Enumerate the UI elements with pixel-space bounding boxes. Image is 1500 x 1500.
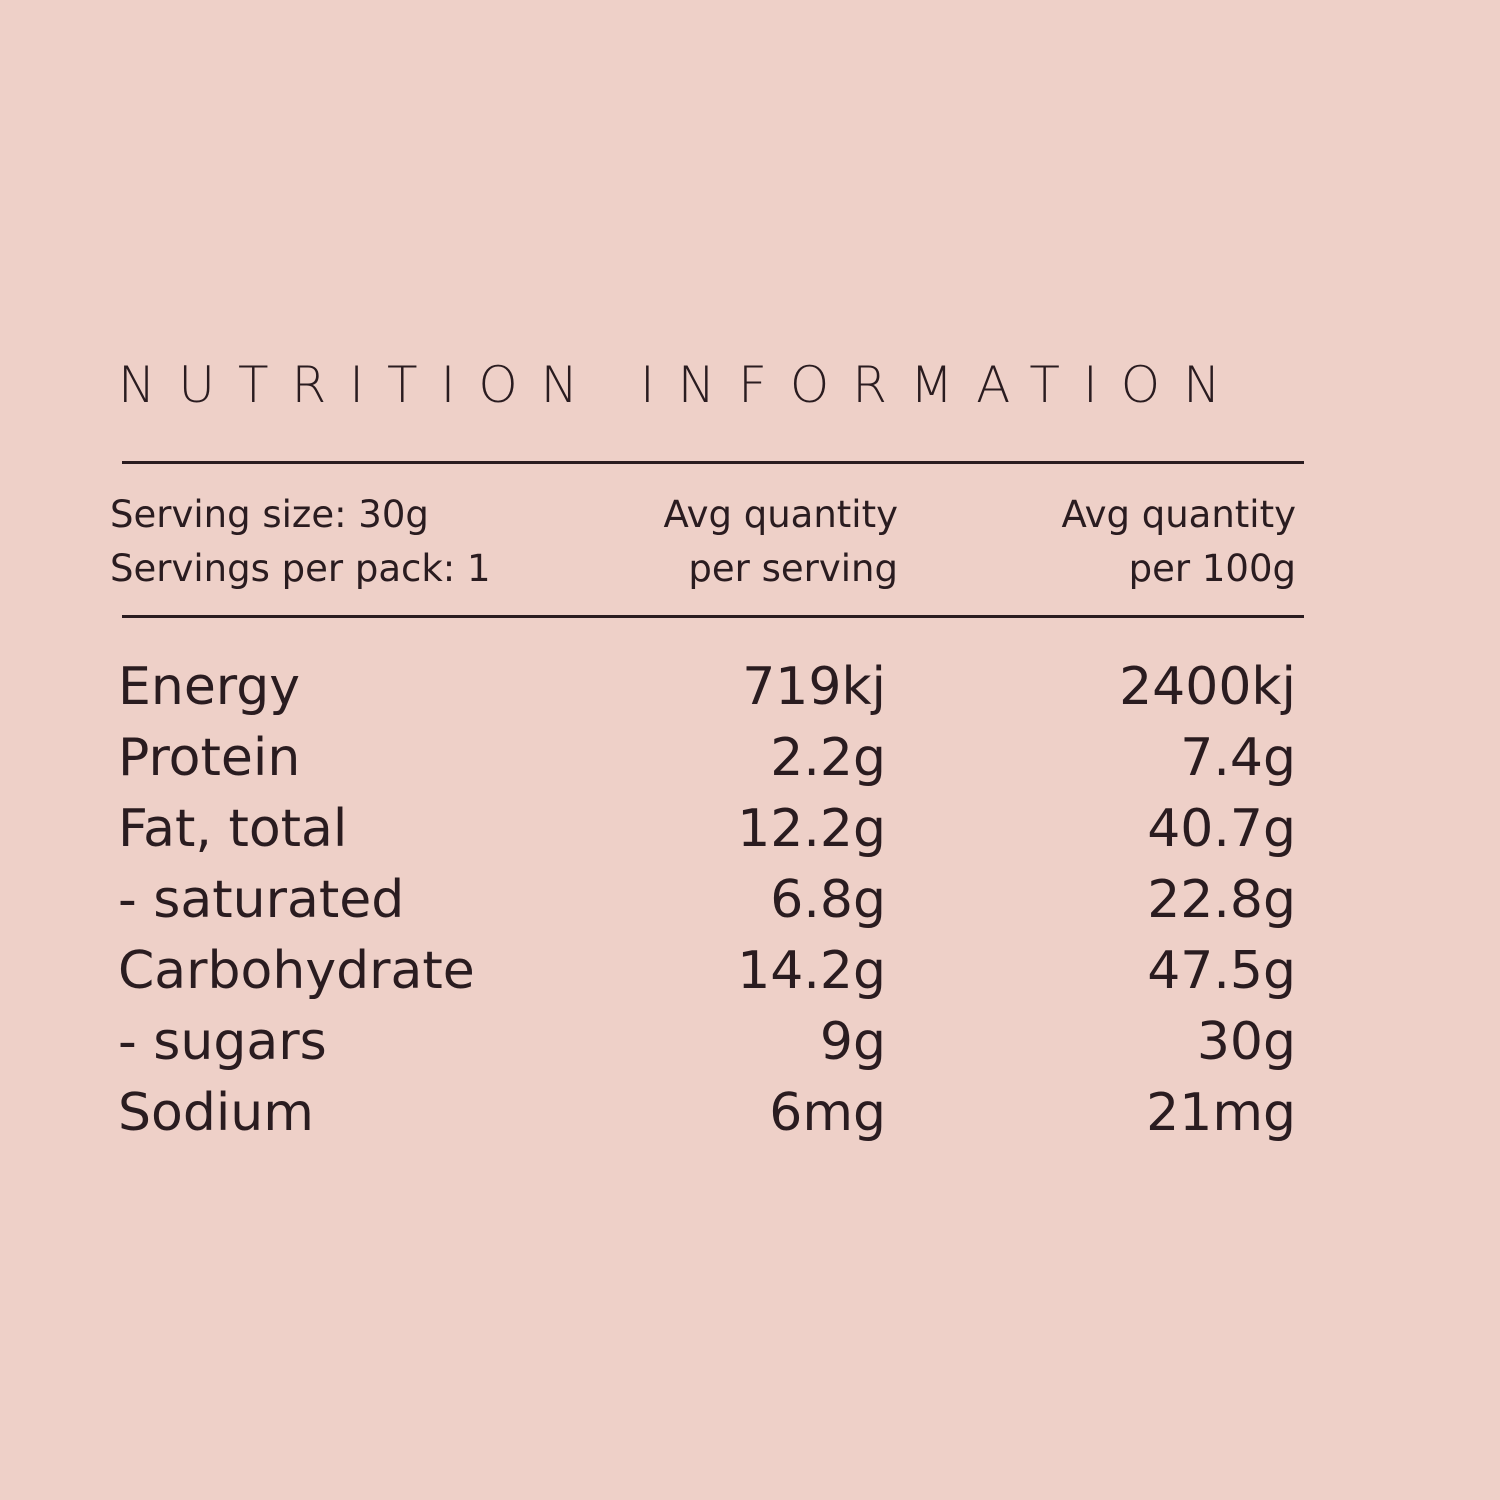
per-100g: 30g: [1196, 1012, 1296, 1072]
nutrient-name: Sodium: [118, 1083, 314, 1143]
header-line: Avg quantity: [663, 493, 898, 536]
nutrient-name: Energy: [118, 657, 301, 717]
rule: [122, 615, 1304, 618]
table-row: Sodium 6mg 21mg: [118, 1078, 1296, 1149]
per-100g: 2400kj: [1119, 657, 1296, 717]
per-100g: 22.8g: [1147, 870, 1296, 930]
per-serving: 14.2g: [737, 941, 886, 1001]
per-serving: 6mg: [769, 1083, 886, 1143]
header-line: per 100g: [1128, 547, 1296, 590]
servings-per-pack: Servings per pack: 1: [110, 547, 491, 590]
per-100g: 7.4g: [1180, 728, 1296, 788]
per-serving: 12.2g: [737, 799, 886, 859]
table-row: - sugars 9g 30g: [118, 1007, 1296, 1078]
serving-info: Serving size: 30g Servings per pack: 1: [110, 488, 491, 596]
nutrition-table: Energy 719kj 2400kj Protein 2.2g 7.4g Fat, tot…: [118, 652, 1296, 1149]
nutrient-name: - saturated: [118, 870, 405, 930]
table-row: Energy 719kj 2400kj: [118, 652, 1296, 723]
per-100g: 21mg: [1146, 1083, 1296, 1143]
nutrient-name: Carbohydrate: [118, 941, 475, 1001]
nutrient-name: Fat, total: [118, 799, 348, 859]
serving-size: Serving size: 30g: [110, 493, 429, 536]
table-row: Carbohydrate 14.2g 47.5g: [118, 936, 1296, 1007]
nutrient-name: - sugars: [118, 1012, 327, 1072]
per-100g: 47.5g: [1147, 941, 1296, 1001]
per-serving: 9g: [819, 1012, 886, 1072]
nutrient-name: Protein: [118, 728, 301, 788]
column-header: Avg quantity per 100g: [1061, 488, 1296, 596]
rule: [122, 461, 1304, 464]
table-row: Protein 2.2g 7.4g: [118, 723, 1296, 794]
per-100g: 40.7g: [1147, 799, 1296, 859]
header-line: per serving: [688, 547, 898, 590]
per-serving: 719kj: [742, 657, 886, 717]
header-line: Avg quantity: [1061, 493, 1296, 536]
column-header: Avg quantity per serving: [663, 488, 898, 596]
per-serving: 2.2g: [770, 728, 886, 788]
table-row: - saturated 6.8g 22.8g: [118, 865, 1296, 936]
per-serving: 6.8g: [770, 870, 886, 930]
title: NUTRITION INFORMATION: [118, 356, 1244, 414]
table-row: Fat, total 12.2g 40.7g: [118, 794, 1296, 865]
